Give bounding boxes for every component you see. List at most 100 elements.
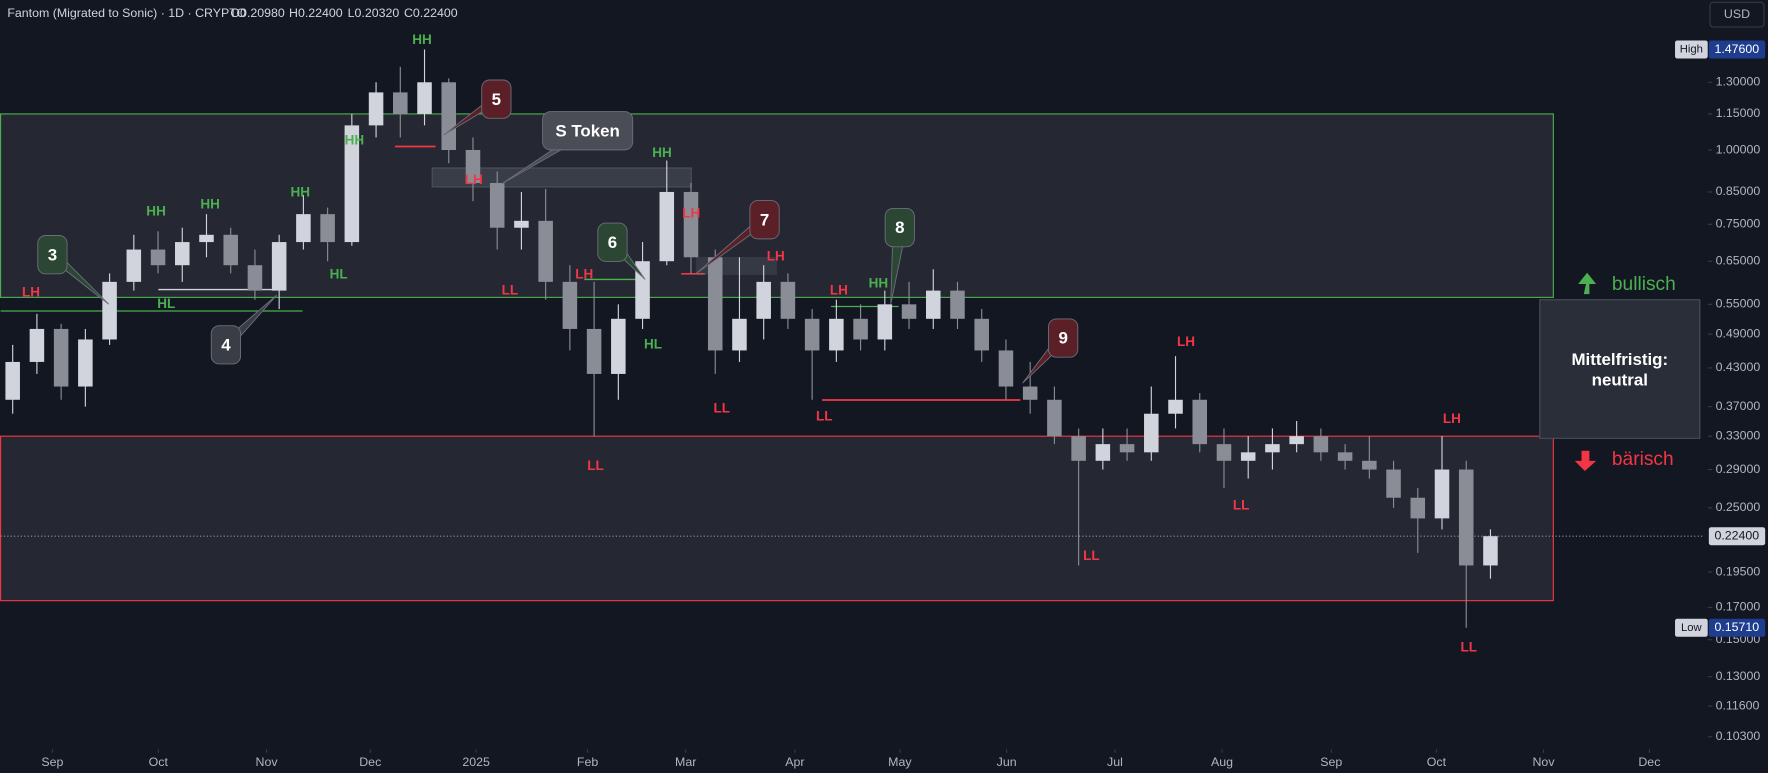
callout-bubble xyxy=(597,222,628,262)
candle-body xyxy=(1362,460,1377,470)
zone xyxy=(0,435,1554,602)
candle-body xyxy=(1410,497,1426,519)
candle-body xyxy=(417,82,432,114)
y-tick-label: 0.10300 xyxy=(1716,729,1761,743)
swing-label: LH xyxy=(465,172,483,187)
currency-label[interactable]: USD xyxy=(1724,7,1750,21)
price-tag xyxy=(1708,40,1766,59)
candle-body xyxy=(441,82,457,151)
callout-text: 8 xyxy=(895,218,904,237)
x-tick-label: Jun xyxy=(997,755,1017,769)
bullish-label: bullisch xyxy=(1612,274,1676,295)
swing-label: LL xyxy=(713,401,730,416)
x-tick-label: Oct xyxy=(1427,755,1447,769)
swing-label: HH xyxy=(146,203,166,218)
candle-body xyxy=(271,242,287,291)
candle-body xyxy=(1071,436,1086,461)
y-tick-label: 0.55000 xyxy=(1716,297,1761,311)
callout-text: 3 xyxy=(48,245,57,264)
candle-body xyxy=(1265,444,1280,453)
x-tick-label: Aug xyxy=(1211,755,1233,769)
x-tick-label: Mar xyxy=(675,755,696,769)
candle-body xyxy=(150,249,166,266)
x-tick-label: Nov xyxy=(256,755,279,769)
swing-label: HH xyxy=(200,197,220,212)
candle-body xyxy=(514,220,529,228)
y-tick-label: 0.19500 xyxy=(1716,564,1761,578)
currency-button[interactable] xyxy=(1709,1,1765,28)
candle-body xyxy=(344,125,360,243)
candle-body xyxy=(1313,436,1329,453)
swing-label: LH xyxy=(767,248,785,263)
outlook-box xyxy=(1539,299,1701,439)
outlook-summary: neutral xyxy=(1592,370,1648,389)
symbol-title: Fantom (Migrated to Sonic) · 1D · CRYPTO xyxy=(7,6,246,20)
price-tag-name: Low xyxy=(1681,622,1703,634)
candle-body xyxy=(1119,444,1135,453)
candle-body xyxy=(780,281,796,319)
candle-body xyxy=(683,191,699,258)
swing-label: LL xyxy=(1461,640,1478,655)
callout-bubble xyxy=(210,325,242,365)
y-tick-label: 0.33000 xyxy=(1716,428,1761,442)
y-tick-label: 1.30000 xyxy=(1716,75,1761,89)
ohlc-close: C0.22400 xyxy=(404,6,458,20)
swing-label: HH xyxy=(869,276,889,291)
candle-body xyxy=(1458,469,1474,566)
y-tick-label: 0.11600 xyxy=(1716,698,1760,712)
callout-text: 4 xyxy=(221,335,231,354)
swing-label: LH xyxy=(1443,411,1461,426)
candle-body xyxy=(1240,452,1256,461)
candle-body xyxy=(586,328,602,374)
swing-label: LH xyxy=(830,282,848,297)
candle-body xyxy=(635,261,650,319)
candle-body xyxy=(296,214,311,243)
callout-bubble xyxy=(1048,318,1079,358)
candle-body xyxy=(974,318,989,351)
x-tick-label: Sep xyxy=(41,755,63,769)
bullish-arrow xyxy=(1578,272,1597,295)
x-tick-label: May xyxy=(888,755,912,769)
candle-body xyxy=(901,304,917,319)
swing-label: LL xyxy=(816,409,833,424)
swing-label: HL xyxy=(644,336,662,351)
x-tick-label: Apr xyxy=(785,755,804,769)
swing-label: LH xyxy=(1177,334,1195,349)
swing-label: HH xyxy=(412,32,432,47)
candle-body xyxy=(320,214,335,243)
candle-body xyxy=(5,361,20,400)
bearish-label: bärisch xyxy=(1612,449,1674,470)
x-tick-label: Dec xyxy=(1638,755,1660,769)
candle-body xyxy=(732,318,747,351)
ohlc-high: H0.22400 xyxy=(289,6,343,20)
bearish-arrow xyxy=(1574,450,1597,472)
y-tick-label: 0.49000 xyxy=(1716,326,1761,340)
callouts: 3 4 5 6 7 8 9 S Token xyxy=(37,79,1079,384)
candle-body xyxy=(707,257,723,351)
price-tag xyxy=(1708,527,1766,546)
candles xyxy=(5,49,1498,628)
callout-bubble xyxy=(481,79,512,119)
candle-body xyxy=(562,281,578,329)
candle-body xyxy=(78,339,93,387)
callout-bubble xyxy=(749,200,780,240)
candle-body xyxy=(1289,436,1304,445)
swing-label: LH xyxy=(22,285,40,300)
outlook-summary: Mittelfristig: xyxy=(1571,350,1668,369)
candle-body xyxy=(659,191,675,262)
y-tick-label: 1.15000 xyxy=(1716,106,1761,120)
candle-body xyxy=(489,183,505,228)
y-tick-label: 0.75000 xyxy=(1716,217,1761,231)
swing-label: HH xyxy=(652,145,672,160)
candle-body xyxy=(465,150,481,184)
x-tick-label: Oct xyxy=(149,755,169,769)
candle-body xyxy=(1386,469,1401,498)
callout-text: 5 xyxy=(492,90,501,109)
y-tick-label: 0.65000 xyxy=(1716,253,1761,267)
candle-body xyxy=(611,318,626,374)
candle-body xyxy=(1095,444,1111,461)
axes: 1.30000 1.15000 1.00000 0.85000 0.75000 0.650… xyxy=(41,0,1768,773)
price-tag-name-box xyxy=(1675,40,1708,59)
